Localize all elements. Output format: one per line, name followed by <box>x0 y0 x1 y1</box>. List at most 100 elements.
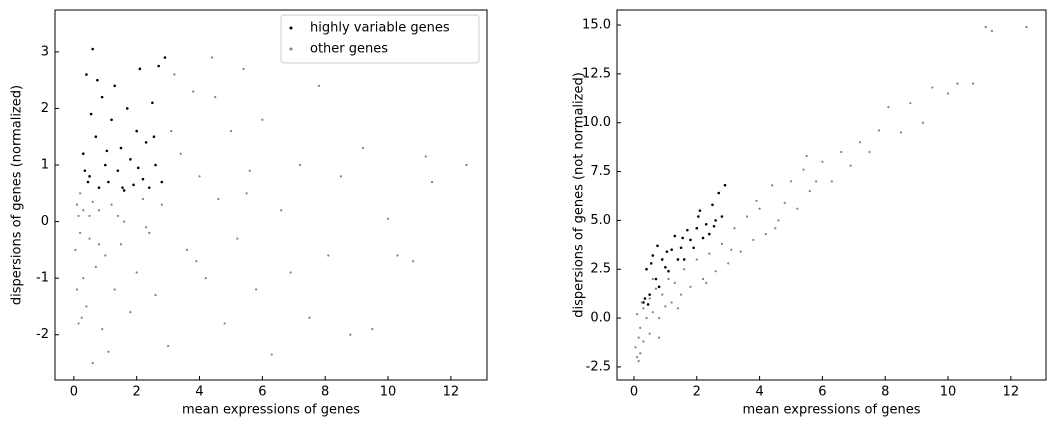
point <box>138 67 142 71</box>
point <box>80 316 83 319</box>
point <box>141 177 145 181</box>
point <box>125 107 129 110</box>
y-tick-label: 0.0 <box>590 311 611 326</box>
x-tick-label: 8 <box>321 385 329 400</box>
point <box>714 219 717 222</box>
point <box>135 129 138 133</box>
point <box>185 248 189 251</box>
point <box>739 250 742 253</box>
point <box>660 258 664 261</box>
point <box>361 146 364 150</box>
point <box>642 340 645 343</box>
y-axis-label: dispersions of genes (normalized) <box>10 85 25 305</box>
point <box>371 327 374 331</box>
point <box>956 82 959 85</box>
point <box>676 307 680 310</box>
point <box>868 150 871 154</box>
point <box>88 214 91 218</box>
point <box>665 250 669 253</box>
point <box>89 112 93 116</box>
point <box>75 288 79 291</box>
point <box>651 311 654 314</box>
point <box>210 56 214 59</box>
point <box>921 121 924 124</box>
point <box>877 129 881 132</box>
point <box>254 288 258 291</box>
point <box>858 141 862 144</box>
point <box>676 258 680 261</box>
point <box>771 184 774 187</box>
point <box>815 180 818 183</box>
point <box>714 270 717 273</box>
legend-label: highly variable genes <box>310 21 450 36</box>
legend-marker <box>289 47 293 51</box>
point <box>97 186 101 189</box>
point <box>116 169 120 172</box>
point <box>689 285 692 288</box>
point <box>689 238 692 242</box>
point <box>648 332 651 335</box>
point <box>195 260 198 263</box>
legend-box <box>280 14 480 64</box>
y-tick-label: 2.5 <box>590 262 611 277</box>
y-tick-label: -2 <box>36 327 49 342</box>
point <box>132 183 135 187</box>
point <box>198 175 201 178</box>
point <box>308 316 311 319</box>
point <box>88 237 91 240</box>
point <box>643 297 647 300</box>
point <box>113 288 116 291</box>
point <box>752 238 755 242</box>
y-tick-label: -1 <box>36 271 49 286</box>
point <box>849 164 852 167</box>
point <box>96 78 99 82</box>
point <box>192 90 195 93</box>
point <box>717 191 721 195</box>
point <box>648 293 651 296</box>
point <box>91 47 95 51</box>
point <box>214 96 217 99</box>
point <box>83 169 87 172</box>
point <box>327 254 330 257</box>
point <box>695 258 698 261</box>
point <box>651 277 654 281</box>
point <box>745 215 749 218</box>
point <box>681 236 684 240</box>
y-tick-label: 3 <box>41 44 49 59</box>
point <box>160 180 164 184</box>
point <box>179 152 182 155</box>
point <box>637 336 640 339</box>
point <box>107 350 110 353</box>
point <box>122 189 126 192</box>
x-tick-label: 8 <box>881 385 889 400</box>
x-axis-label: mean expressions of genes <box>743 403 921 418</box>
point <box>821 160 824 163</box>
point <box>91 361 94 365</box>
x-tick-label: 10 <box>380 385 397 400</box>
point <box>123 220 126 223</box>
point <box>145 226 148 229</box>
point <box>664 265 667 269</box>
point <box>698 209 702 212</box>
point <box>830 180 833 183</box>
point <box>796 207 799 210</box>
x-tick-label: 6 <box>258 385 266 400</box>
point <box>280 209 283 212</box>
point <box>129 311 132 314</box>
point <box>88 175 91 178</box>
point <box>683 268 686 271</box>
point <box>154 294 157 297</box>
point <box>642 307 645 310</box>
point <box>657 336 661 339</box>
point <box>261 118 264 121</box>
point <box>100 95 104 99</box>
y-tick-label: 15.0 <box>582 18 611 33</box>
point <box>86 180 90 184</box>
point <box>657 316 661 320</box>
point <box>711 203 714 207</box>
point <box>430 180 434 184</box>
point <box>682 258 686 261</box>
point <box>720 215 724 218</box>
point <box>170 129 173 133</box>
x-tick-label: 2 <box>133 385 141 400</box>
